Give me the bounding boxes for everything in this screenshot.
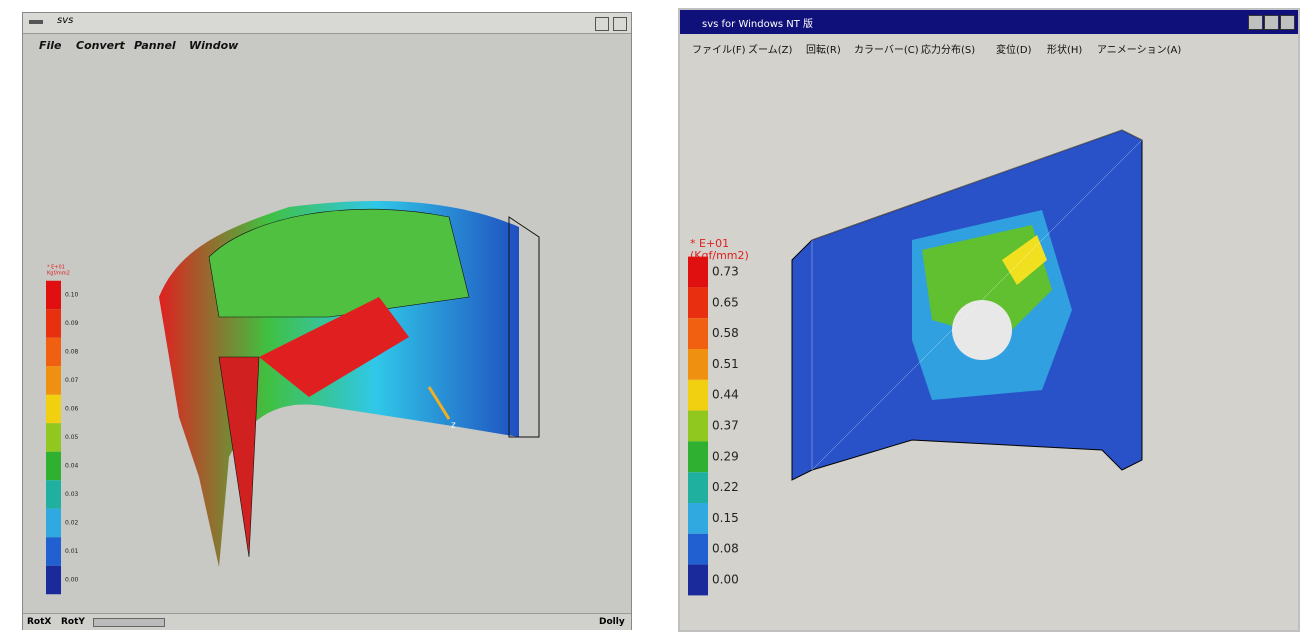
window-title: svs for Windows NT 版 bbox=[702, 15, 813, 30]
legend-label: 0.08 bbox=[712, 542, 739, 556]
rotx-dial[interactable]: RotX bbox=[27, 617, 51, 627]
legend-label: 0.58 bbox=[712, 326, 739, 340]
minimize-button[interactable] bbox=[1248, 15, 1263, 30]
legend-label: 0.22 bbox=[712, 480, 739, 494]
menu-item[interactable]: アニメーション(A) bbox=[1097, 41, 1181, 56]
legend-label: 0.04 bbox=[65, 463, 79, 470]
legend-label: 0.03 bbox=[65, 491, 79, 498]
window-menu-button[interactable] bbox=[29, 20, 43, 24]
maximize-button[interactable] bbox=[1264, 15, 1279, 30]
legend-swatch bbox=[688, 565, 708, 596]
legend-swatch bbox=[688, 380, 708, 411]
legend-label: 0.10 bbox=[65, 292, 79, 299]
legend-swatch bbox=[46, 566, 61, 595]
menu-item[interactable]: ファイル(F) bbox=[692, 41, 746, 56]
title-bar: svs bbox=[23, 13, 631, 34]
right-window: svs for Windows NT 版 ファイル(F)ズーム(Z) 回転(R) カ… bbox=[678, 8, 1300, 632]
legend-label: 0.00 bbox=[65, 577, 79, 584]
legend-swatch bbox=[46, 423, 61, 452]
legend-swatch bbox=[46, 281, 61, 310]
legend-label: 0.73 bbox=[712, 265, 739, 279]
legend-label: 0.09 bbox=[65, 320, 79, 327]
legend-label: 0.02 bbox=[65, 520, 79, 527]
legend-label: 0.00 bbox=[712, 573, 739, 587]
legend-swatch bbox=[688, 472, 708, 503]
window-title: svs bbox=[57, 15, 73, 26]
legend-swatch bbox=[46, 509, 61, 538]
menu-item[interactable]: File bbox=[39, 39, 62, 52]
menu-item[interactable]: Convert bbox=[76, 39, 125, 52]
legend-swatch bbox=[46, 366, 61, 395]
minimize-button[interactable] bbox=[595, 17, 609, 31]
menu-item[interactable]: カラーバー(C) bbox=[854, 41, 919, 56]
legend-label: 0.01 bbox=[65, 548, 79, 555]
legend-label: 0.08 bbox=[65, 349, 79, 356]
legend-swatch bbox=[688, 318, 708, 349]
viewport: * E+01(Kgf/mm2)0.730.650.580.510.440.370… bbox=[682, 60, 1296, 630]
viewport: z * E+01Kgf/mm20.100.090.080.070.060.050… bbox=[29, 57, 625, 613]
hole bbox=[952, 300, 1012, 360]
menu-item[interactable]: Pannel bbox=[134, 39, 176, 52]
legend-swatch bbox=[688, 257, 708, 288]
legend-swatch bbox=[688, 411, 708, 442]
dial-slider[interactable] bbox=[93, 618, 165, 627]
legend-label: 0.15 bbox=[712, 511, 739, 525]
menu-item[interactable]: 応力分布(S) bbox=[921, 41, 975, 56]
menu-item[interactable]: ズーム(Z) bbox=[748, 41, 792, 56]
legend-swatch bbox=[46, 395, 61, 424]
page: svs FileConvertPannelWindow z * E+01Kgf/… bbox=[0, 0, 1313, 634]
legend-label: 0.51 bbox=[712, 357, 739, 371]
legend-swatch bbox=[46, 537, 61, 566]
legend-swatch bbox=[46, 309, 61, 338]
close-button[interactable] bbox=[1280, 15, 1295, 30]
legend-label: 0.65 bbox=[712, 295, 739, 309]
legend-label: 0.06 bbox=[65, 406, 79, 413]
menu-item[interactable]: Window bbox=[189, 39, 238, 52]
menu-item[interactable]: 回転(R) bbox=[806, 41, 841, 56]
roty-dial[interactable]: RotY bbox=[61, 617, 85, 627]
legend-label: 0.44 bbox=[712, 388, 739, 402]
menu-item[interactable]: 形状(H) bbox=[1047, 41, 1082, 56]
title-bar: svs for Windows NT 版 bbox=[680, 10, 1298, 34]
status-bar: RotX RotY Dolly bbox=[23, 613, 631, 630]
maximize-button[interactable] bbox=[613, 17, 627, 31]
legend-unit: Kgf/mm2 bbox=[47, 271, 70, 277]
legend-swatch bbox=[688, 349, 708, 380]
dolly-dial[interactable]: Dolly bbox=[599, 617, 625, 627]
menu-item[interactable]: 変位(D) bbox=[996, 41, 1032, 56]
legend-swatch bbox=[688, 441, 708, 472]
legend-swatch bbox=[688, 287, 708, 318]
legend-swatch bbox=[688, 534, 708, 565]
axis-label: z bbox=[451, 421, 456, 431]
legend-label: 0.05 bbox=[65, 434, 79, 441]
legend-label: 0.29 bbox=[712, 449, 739, 463]
legend-swatch bbox=[46, 480, 61, 509]
legend-label: 0.37 bbox=[712, 419, 739, 433]
legend-swatch bbox=[688, 503, 708, 534]
legend-label: 0.07 bbox=[65, 377, 79, 384]
legend-swatch bbox=[46, 338, 61, 367]
legend-swatch bbox=[46, 452, 61, 481]
